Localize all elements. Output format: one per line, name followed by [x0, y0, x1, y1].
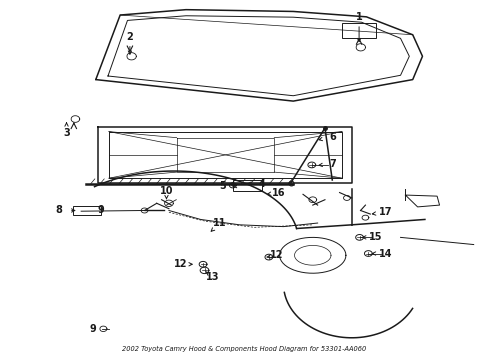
Text: 12: 12	[269, 250, 283, 260]
Text: 15: 15	[368, 232, 382, 242]
Text: 2: 2	[126, 32, 133, 41]
Text: 12: 12	[174, 259, 187, 269]
Text: 11: 11	[213, 218, 226, 228]
Bar	[73, 206, 101, 215]
Bar	[341, 23, 375, 38]
Text: 3: 3	[63, 129, 70, 138]
Text: 2002 Toyota Camry Hood & Components Hood Diagram for 53301-AA060: 2002 Toyota Camry Hood & Components Hood…	[122, 346, 366, 352]
Text: 9: 9	[90, 324, 97, 334]
Text: 4: 4	[258, 179, 264, 189]
Text: 14: 14	[378, 248, 392, 258]
Text: 8: 8	[56, 206, 62, 216]
Bar	[232, 180, 262, 191]
Text: 9: 9	[97, 206, 104, 216]
Text: 6: 6	[328, 132, 335, 142]
Text: 17: 17	[378, 207, 392, 217]
Text: 5: 5	[219, 181, 225, 191]
Text: 13: 13	[205, 272, 219, 282]
Text: 10: 10	[160, 186, 173, 196]
Text: 7: 7	[328, 159, 335, 169]
Text: 16: 16	[271, 188, 285, 198]
Text: 1: 1	[355, 12, 362, 22]
